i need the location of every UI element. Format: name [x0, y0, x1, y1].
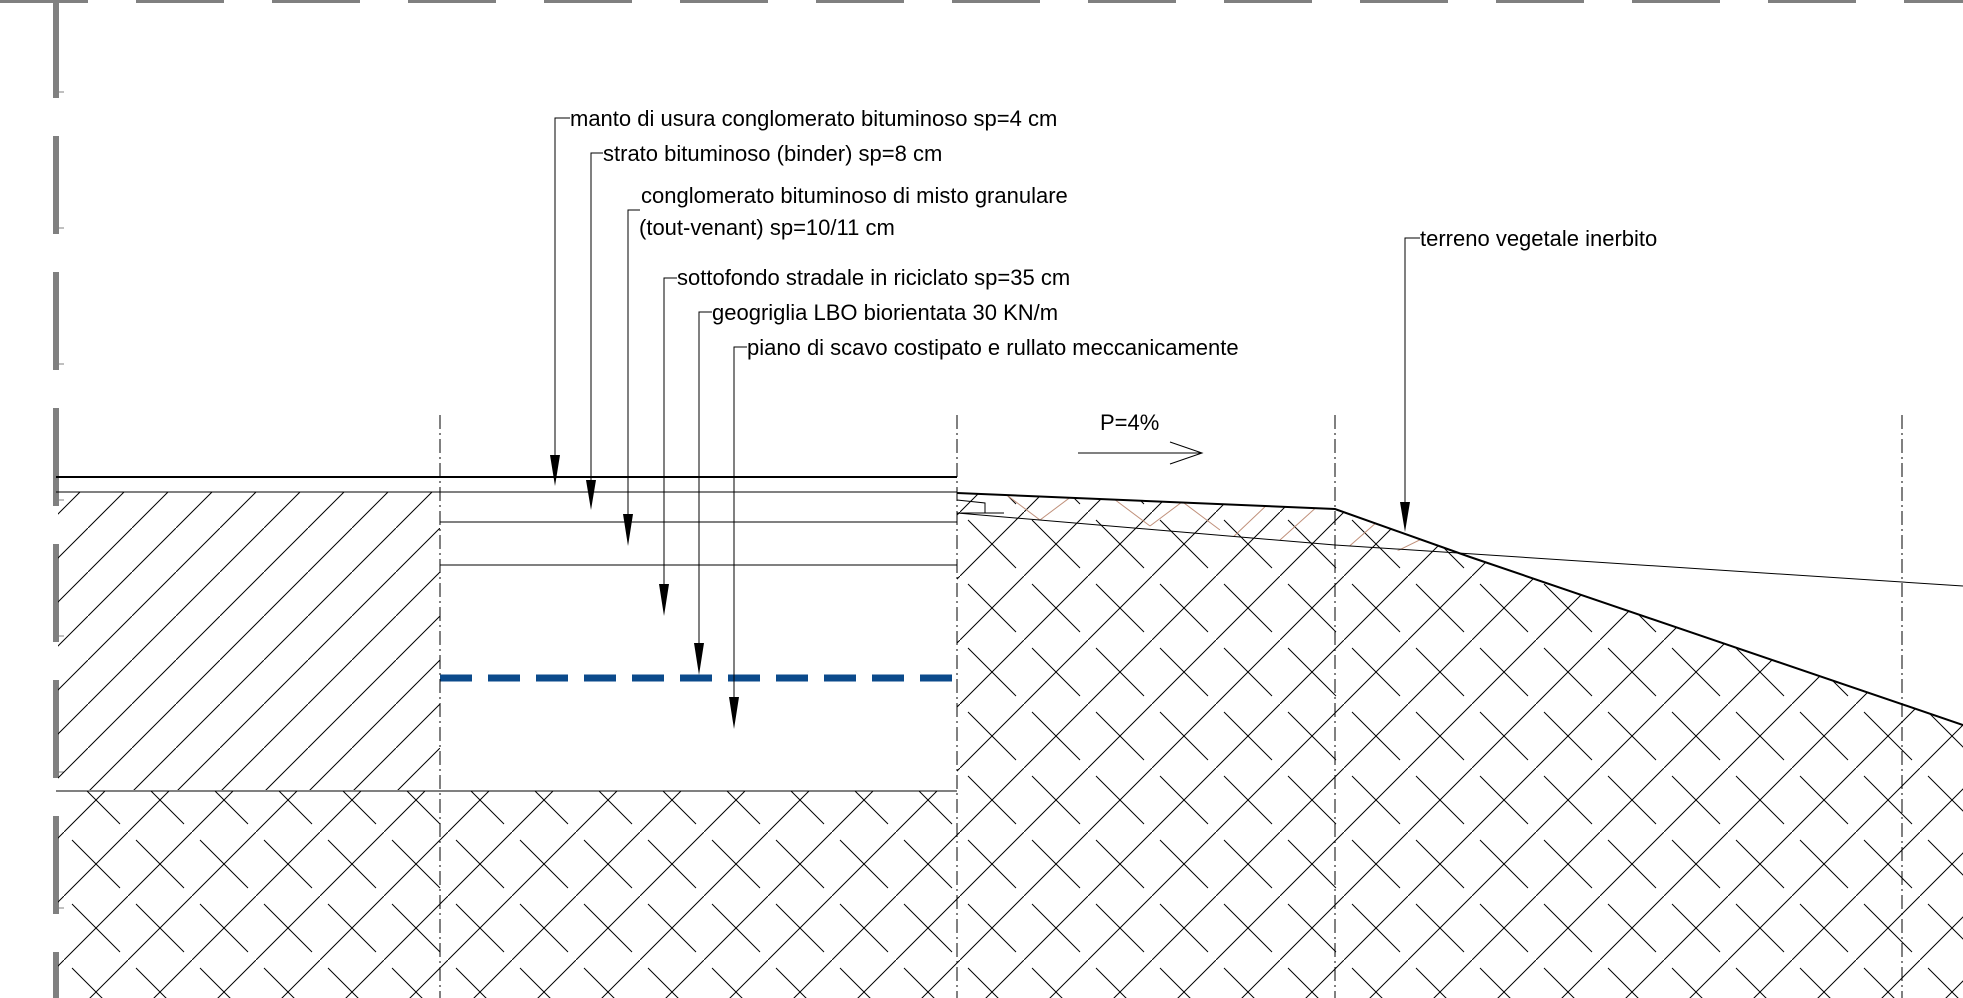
reference-axes: [439, 415, 1903, 998]
natural-ground-hatch: [957, 493, 1963, 998]
leader-manto: [550, 117, 570, 486]
arrowhead: [694, 643, 704, 675]
embankment-hatch: [58, 492, 440, 790]
label-terreno-vegetale: terreno vegetale inerbito: [1420, 226, 1657, 251]
label-geogriglia: geogriglia LBO biorientata 30 KN/m: [712, 300, 1058, 325]
label-sottofondo: sottofondo stradale in riciclato sp=35 c…: [677, 265, 1070, 290]
label-conglomerato-line-2: (tout-venant) sp=10/11 cm: [639, 215, 895, 240]
arrowhead: [550, 455, 560, 486]
label-slope: P=4%: [1100, 410, 1159, 435]
ground-profile-line: [956, 492, 1963, 726]
label-piano-scavo: piano di scavo costipato e rullato mecca…: [747, 335, 1239, 360]
leader-conglomerato: [623, 209, 640, 546]
base-ground-hatch: [58, 791, 957, 998]
edge-detail-line: [956, 499, 986, 513]
arrowhead: [623, 514, 633, 546]
label-strato-binder: strato bituminoso (binder) sp=8 cm: [603, 141, 942, 166]
leader-sottofondo: [659, 277, 677, 616]
leader-strato: [586, 152, 603, 510]
arrowhead: [659, 584, 669, 616]
slope-arrow: [1078, 441, 1204, 465]
label-manto-usura: manto di usura conglomerato bituminoso s…: [570, 106, 1057, 131]
arrowhead: [586, 480, 596, 510]
arrowhead: [729, 697, 739, 729]
arrowhead: [1400, 502, 1410, 532]
leader-terreno: [1400, 237, 1420, 532]
leader-piano: [729, 346, 747, 729]
leader-geogriglia: [694, 311, 712, 675]
label-conglomerato-line-1: conglomerato bituminoso di misto granula…: [641, 183, 1068, 208]
